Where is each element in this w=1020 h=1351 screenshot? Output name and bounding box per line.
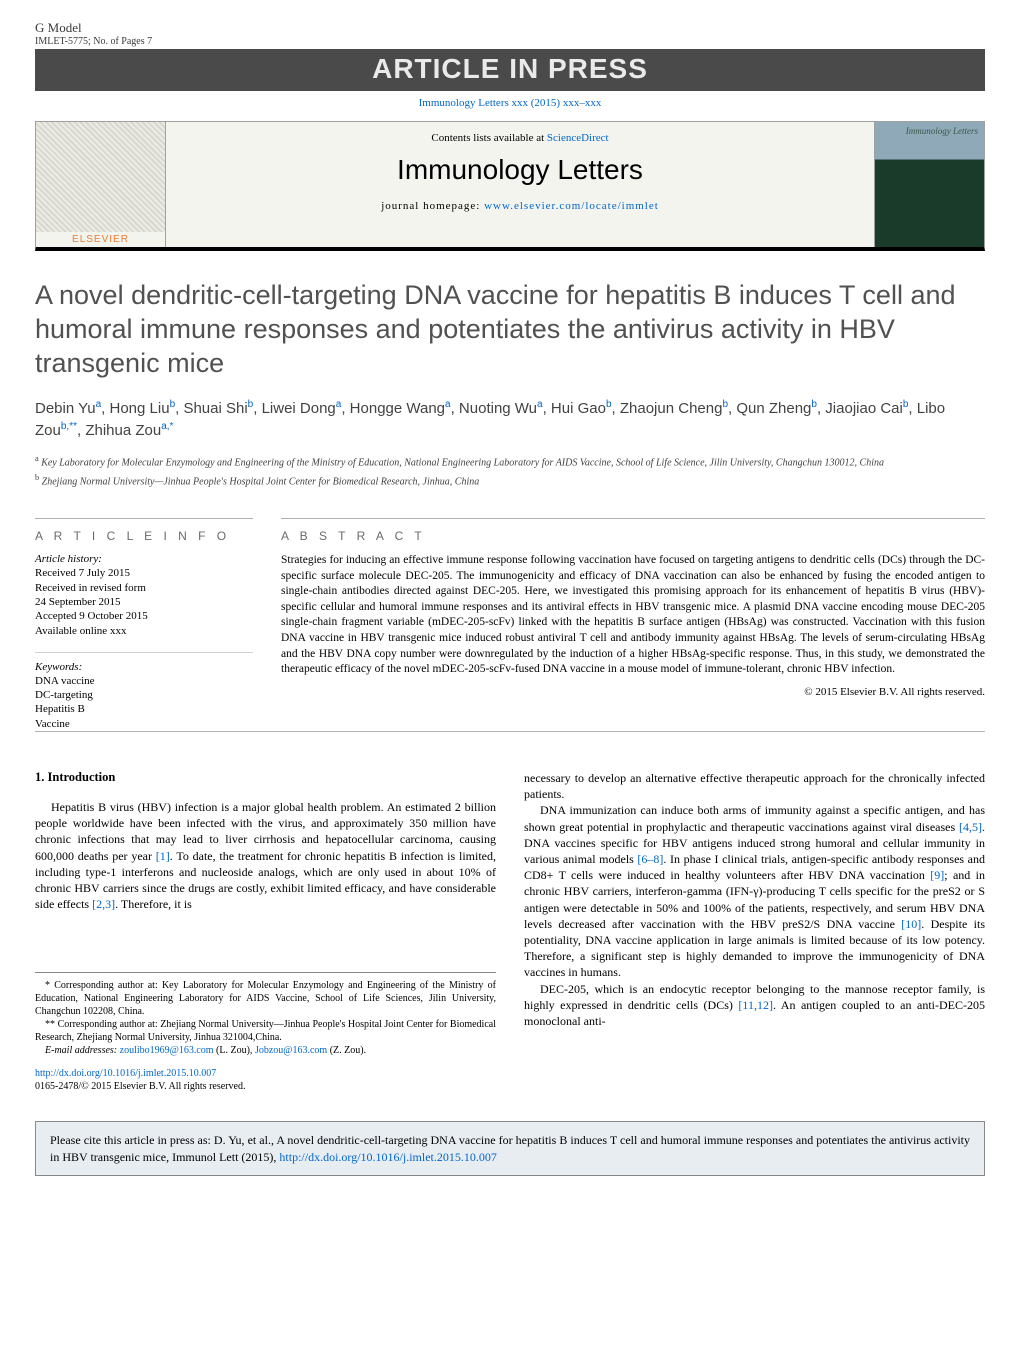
ref-link[interactable]: [9] [930,868,944,882]
ref-link[interactable]: [6–8] [637,852,663,866]
paragraph: necessary to develop an alternative effe… [524,770,985,802]
history-line: Available online xxx [35,624,253,638]
contents-prefix: Contents lists available at [431,132,546,144]
journal-homepage-line: journal homepage: www.elsevier.com/locat… [381,200,659,212]
abstract-text: Strategies for inducing an effective imm… [281,553,985,677]
masthead-center: Contents lists available at ScienceDirec… [166,122,874,247]
doi-link[interactable]: http://dx.doi.org/10.1016/j.imlet.2015.1… [35,1068,216,1079]
abstract-label: A B S T R A C T [281,529,985,543]
keyword: Hepatitis B [35,702,253,716]
history-line: Accepted 9 October 2015 [35,609,253,623]
keyword: Vaccine [35,717,253,731]
footnote-corr-1: * Corresponding author at: Key Laborator… [35,979,496,1018]
email-1-who: (L. Zou), [214,1045,255,1056]
email-1-link[interactable]: zoulibo1969@163.com [120,1045,214,1056]
keywords-head: Keywords: [35,661,253,673]
cover-title: Immunology Letters [906,126,978,136]
abstract-col: A B S T R A C T Strategies for inducing … [281,518,985,731]
g-model-label: G Model [35,20,152,36]
article-in-press-banner: ARTICLE IN PRESS [35,49,985,91]
footnote-text-2: Corresponding author at: Zhejiang Normal… [35,1019,496,1043]
body-col-right: necessary to develop an alternative effe… [524,770,985,1093]
doi-block: http://dx.doi.org/10.1016/j.imlet.2015.1… [35,1067,496,1093]
homepage-prefix: journal homepage: [381,200,484,212]
issn-copyright: 0165-2478/© 2015 Elsevier B.V. All right… [35,1081,245,1092]
footnote-block: * Corresponding author at: Key Laborator… [35,972,496,1057]
email-label: E-mail addresses: [45,1045,120,1056]
history-line: Received 7 July 2015 [35,566,253,580]
introduction-heading: 1. Introduction [35,770,496,785]
email-2-link[interactable]: Jobzou@163.com [255,1045,327,1056]
history-line: Received in revised form [35,581,253,595]
article-info-abstract-row: A R T I C L E I N F O Article history: R… [35,504,985,732]
ref-link[interactable]: [1] [156,849,170,863]
ref-link[interactable]: [10] [901,917,921,931]
author-list: Debin Yua, Hong Liub, Shuai Shib, Liwei … [35,398,985,441]
email-2-who: (Z. Zou). [327,1045,366,1056]
keyword: DNA vaccine [35,674,253,688]
footnote-mark-2: ** [45,1019,55,1030]
affiliation: b Zhejiang Normal University—Jinhua Peop… [35,472,985,489]
affiliation: a Key Laboratory for Molecular Enzymolog… [35,453,985,470]
ref-link[interactable]: [11,12] [738,998,773,1012]
article-info-col: A R T I C L E I N F O Article history: R… [35,518,253,731]
elsevier-logo-block: ELSEVIER [36,122,166,247]
ref-link[interactable]: [2,3] [92,897,115,911]
paragraph: Hepatitis B virus (HBV) infection is a m… [35,799,496,912]
cite-article-box: Please cite this article in press as: D.… [35,1121,985,1175]
keyword: DC-targeting [35,688,253,702]
paragraph: DNA immunization can induce both arms of… [524,802,985,980]
body-columns: 1. Introduction Hepatitis B virus (HBV) … [35,770,985,1093]
keywords-block: Keywords: DNA vaccineDC-targetingHepatit… [35,652,253,731]
elsevier-wordmark: ELSEVIER [36,232,165,247]
body-col-left: 1. Introduction Hepatitis B virus (HBV) … [35,770,496,1093]
journal-cover-thumb: Immunology Letters [874,122,984,247]
homepage-link[interactable]: www.elsevier.com/locate/immlet [484,200,659,212]
footnote-corr-2: ** Corresponding author at: Zhejiang Nor… [35,1018,496,1044]
contents-available-line: Contents lists available at ScienceDirec… [431,132,608,144]
article-title: A novel dendritic-cell-targeting DNA vac… [35,279,985,380]
ref-link[interactable]: [4,5] [959,820,982,834]
cite-text: Please cite this article in press as: D.… [50,1133,970,1163]
footnote-text-1: Corresponding author at: Key Laboratory … [35,980,496,1017]
journal-title: Immunology Letters [397,154,643,186]
paragraph: DEC-205, which is an endocytic receptor … [524,981,985,1030]
header-meta-row: G Model IMLET-5775; No. of Pages 7 [35,20,985,47]
journal-ref-link[interactable]: Immunology Letters xxx (2015) xxx–xxx [419,97,602,109]
elsevier-tree-icon [36,122,165,232]
article-info-label: A R T I C L E I N F O [35,529,253,543]
article-history-head: Article history: [35,553,253,565]
sciencedirect-link[interactable]: ScienceDirect [547,132,609,144]
journal-reference: Immunology Letters xxx (2015) xxx–xxx [35,97,985,109]
abstract-copyright: © 2015 Elsevier B.V. All rights reserved… [281,686,985,710]
journal-masthead: ELSEVIER Contents lists available at Sci… [35,121,985,251]
cite-doi-link[interactable]: http://dx.doi.org/10.1016/j.imlet.2015.1… [279,1150,496,1164]
history-line: 24 September 2015 [35,595,253,609]
article-identifier: IMLET-5775; No. of Pages 7 [35,36,152,47]
footnote-email: E-mail addresses: zoulibo1969@163.com (L… [35,1044,496,1057]
